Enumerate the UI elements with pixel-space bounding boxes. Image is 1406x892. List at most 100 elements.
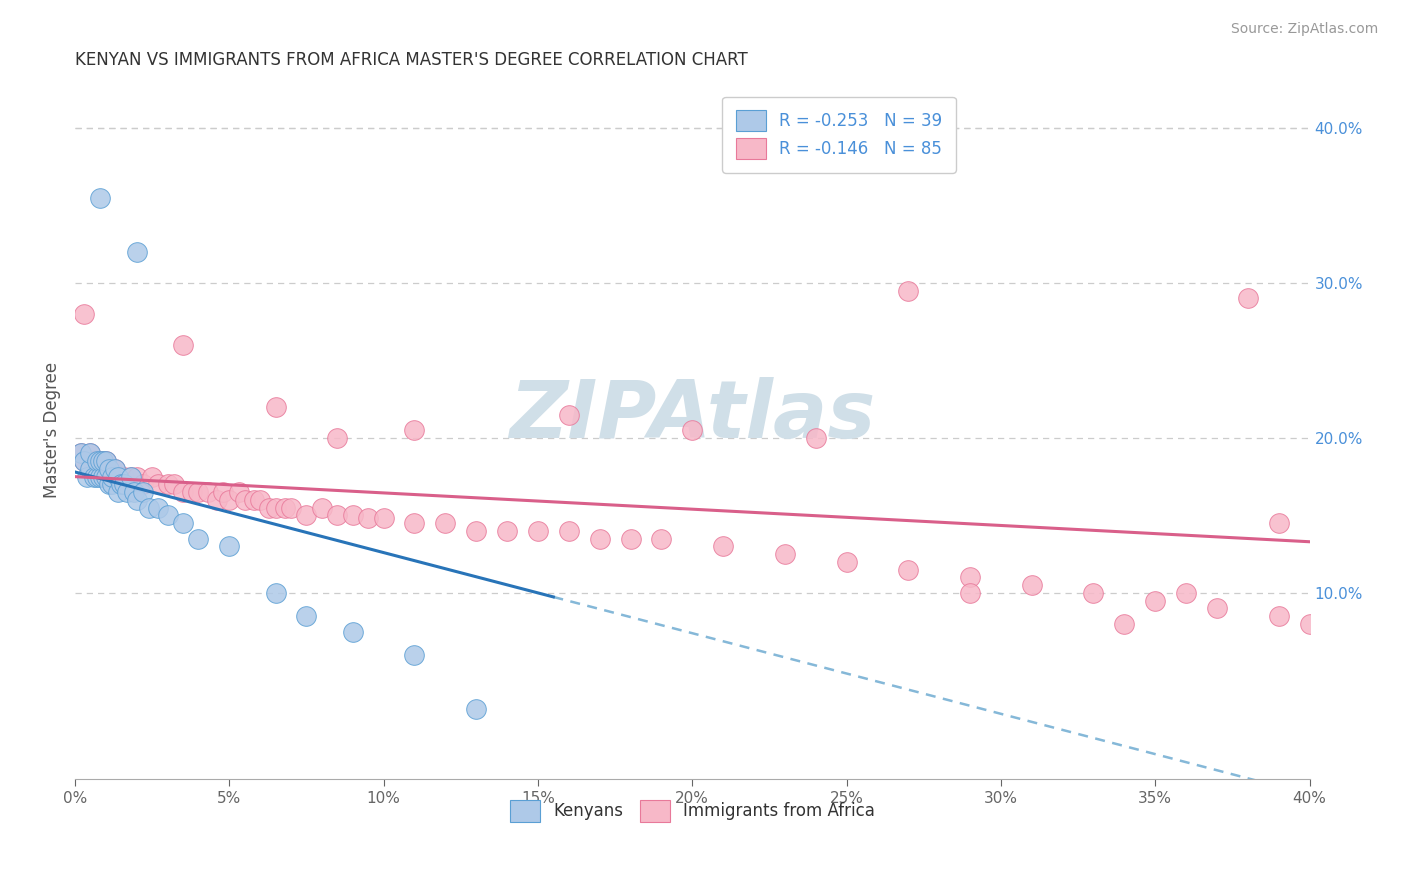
Point (117, 485, 139, 500)
Point (1267, 609, 1289, 624)
Point (94, 454, 117, 468)
Point (259, 500, 281, 515)
Point (83, 454, 105, 468)
Point (326, 508, 349, 523)
Point (1298, 616, 1320, 631)
Point (773, 547, 796, 561)
Point (218, 540, 240, 554)
Point (172, 338, 194, 352)
Point (107, 485, 129, 500)
Point (132, 485, 155, 500)
Point (89, 454, 111, 468)
Point (1206, 601, 1229, 615)
Point (148, 500, 170, 515)
Point (172, 516, 194, 530)
Point (101, 477, 124, 491)
Point (91, 454, 114, 468)
Point (681, 423, 703, 437)
Point (711, 540, 734, 554)
Point (228, 485, 250, 500)
Point (589, 532, 612, 546)
Text: KENYAN VS IMMIGRANTS FROM AFRICA MASTER'S DEGREE CORRELATION CHART: KENYAN VS IMMIGRANTS FROM AFRICA MASTER'… (75, 51, 748, 69)
Point (110, 477, 132, 491)
Point (132, 477, 155, 491)
Point (79, 446, 101, 460)
Point (125, 244, 148, 259)
Point (1267, 516, 1289, 530)
Point (373, 511, 395, 525)
Point (112, 469, 135, 483)
Legend: Kenyans, Immigrants from Africa: Kenyans, Immigrants from Africa (498, 789, 887, 833)
Point (73, 454, 96, 468)
Point (148, 477, 170, 491)
Point (125, 469, 148, 483)
Point (104, 462, 127, 476)
Point (86, 454, 108, 468)
Point (404, 516, 426, 530)
Point (70, 446, 93, 460)
Point (218, 492, 240, 507)
Text: Source: ZipAtlas.com: Source: ZipAtlas.com (1230, 22, 1378, 37)
Point (357, 511, 380, 525)
Point (295, 609, 318, 624)
Point (73, 454, 96, 468)
Point (97, 477, 120, 491)
Point (79, 462, 101, 476)
Point (1144, 593, 1167, 607)
Point (89, 454, 111, 468)
Point (212, 485, 235, 500)
Point (264, 586, 287, 600)
Point (342, 624, 364, 639)
Point (650, 532, 672, 546)
Point (187, 485, 209, 500)
Point (86, 454, 108, 468)
Text: ZIPAtlas: ZIPAtlas (509, 377, 876, 455)
Point (79, 446, 101, 460)
Point (107, 469, 129, 483)
Point (156, 477, 179, 491)
Point (465, 524, 488, 538)
Point (404, 423, 426, 437)
Point (83, 469, 105, 483)
Point (274, 500, 297, 515)
Point (89, 191, 111, 205)
Point (73, 307, 96, 321)
Point (311, 500, 333, 515)
Point (496, 524, 519, 538)
Point (527, 524, 550, 538)
Point (959, 570, 981, 584)
Point (70, 446, 93, 460)
Point (97, 462, 120, 476)
Point (187, 532, 209, 546)
Point (91, 454, 114, 468)
Point (86, 469, 108, 483)
Point (120, 469, 142, 483)
Point (264, 400, 287, 414)
Point (172, 485, 194, 500)
Point (280, 500, 302, 515)
Point (1175, 586, 1198, 600)
Point (101, 462, 124, 476)
Point (101, 469, 124, 483)
Point (125, 492, 148, 507)
Point (897, 563, 920, 577)
Point (619, 532, 641, 546)
Point (1114, 616, 1136, 631)
Point (110, 469, 132, 483)
Point (76, 469, 98, 483)
Point (1021, 578, 1043, 592)
Point (122, 485, 145, 500)
Point (1083, 586, 1105, 600)
Point (897, 284, 920, 298)
Point (89, 469, 111, 483)
Point (295, 508, 318, 523)
Point (120, 469, 142, 483)
Point (434, 516, 457, 530)
Point (264, 500, 287, 515)
Point (138, 500, 160, 515)
Point (91, 469, 114, 483)
Point (326, 431, 349, 445)
Point (1236, 291, 1258, 305)
Point (342, 508, 364, 523)
Point (233, 492, 256, 507)
